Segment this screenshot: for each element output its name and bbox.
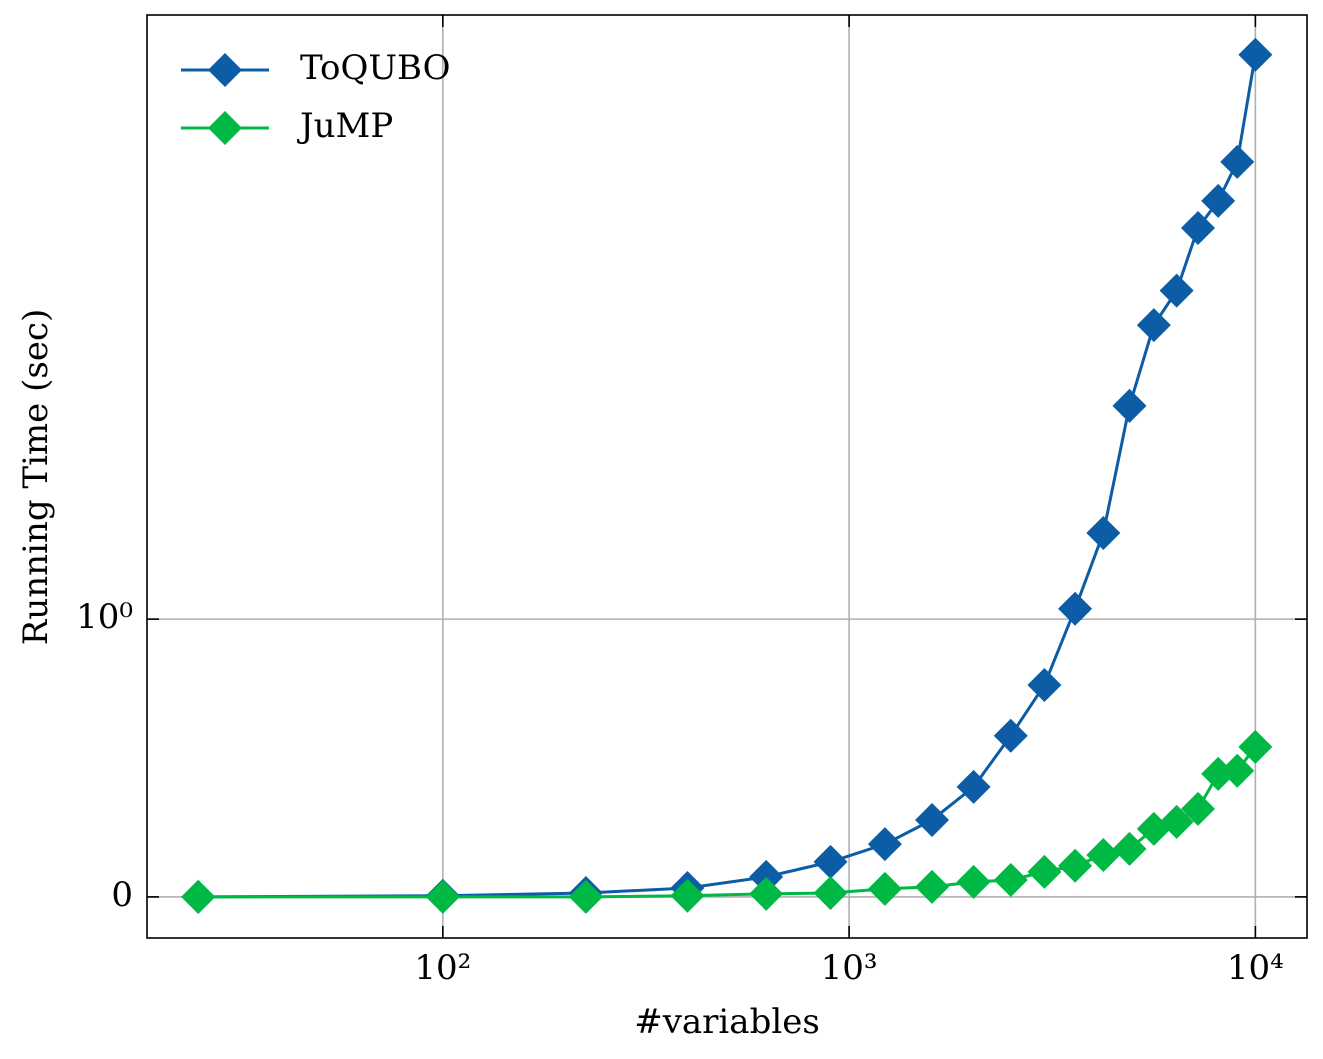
y-tick-label: 10⁰: [76, 597, 133, 637]
data-point: [1086, 516, 1121, 551]
x-tick-label: 10²: [414, 948, 471, 988]
data-point: [1159, 804, 1194, 839]
data-point: [181, 879, 216, 914]
plot-frame: [146, 14, 1308, 939]
legend-marker: [208, 111, 242, 145]
x-tick-label: 10³: [821, 948, 878, 988]
data-point: [1112, 831, 1147, 866]
series-line: [198, 54, 1257, 899]
legend-label: JuMP: [297, 106, 393, 146]
data-point: [915, 869, 950, 904]
data-point: [956, 864, 991, 899]
data-point: [749, 876, 784, 911]
data-point: [813, 844, 848, 879]
data-point: [1058, 591, 1093, 626]
data-point: [1181, 210, 1216, 245]
data-point: [1058, 848, 1093, 883]
data-point: [1086, 837, 1121, 872]
data-point: [1238, 37, 1273, 72]
legend-label: ToQUBO: [300, 48, 451, 88]
data-point: [813, 876, 848, 911]
y-axis-label: Running Time (sec): [16, 309, 56, 646]
data-point: [993, 862, 1028, 897]
data-point: [1027, 854, 1062, 889]
y-tick-label: 0: [111, 875, 133, 915]
data-point: [915, 802, 950, 837]
data-point: [568, 879, 603, 914]
data-point: [956, 769, 991, 804]
data-point: [867, 827, 902, 862]
data-point: [670, 878, 705, 913]
data-point: [1238, 729, 1273, 764]
data-point: [1112, 388, 1147, 423]
data-point: [993, 718, 1028, 753]
data-point: [1136, 308, 1171, 343]
data-point: [867, 871, 902, 906]
legend-marker: [208, 53, 242, 87]
data-point: [1220, 144, 1255, 179]
data-point: [1181, 791, 1216, 826]
data-point: [425, 879, 460, 914]
series-line: [198, 745, 1257, 899]
data-point: [1201, 183, 1236, 218]
data-point: [1220, 753, 1255, 788]
data-point: [1159, 273, 1194, 308]
legend: ToQUBO JuMP: [181, 48, 451, 146]
x-tick-label: 10⁴: [1227, 948, 1284, 988]
x-axis-label: #variables: [634, 1002, 820, 1042]
data-point: [1027, 667, 1062, 702]
